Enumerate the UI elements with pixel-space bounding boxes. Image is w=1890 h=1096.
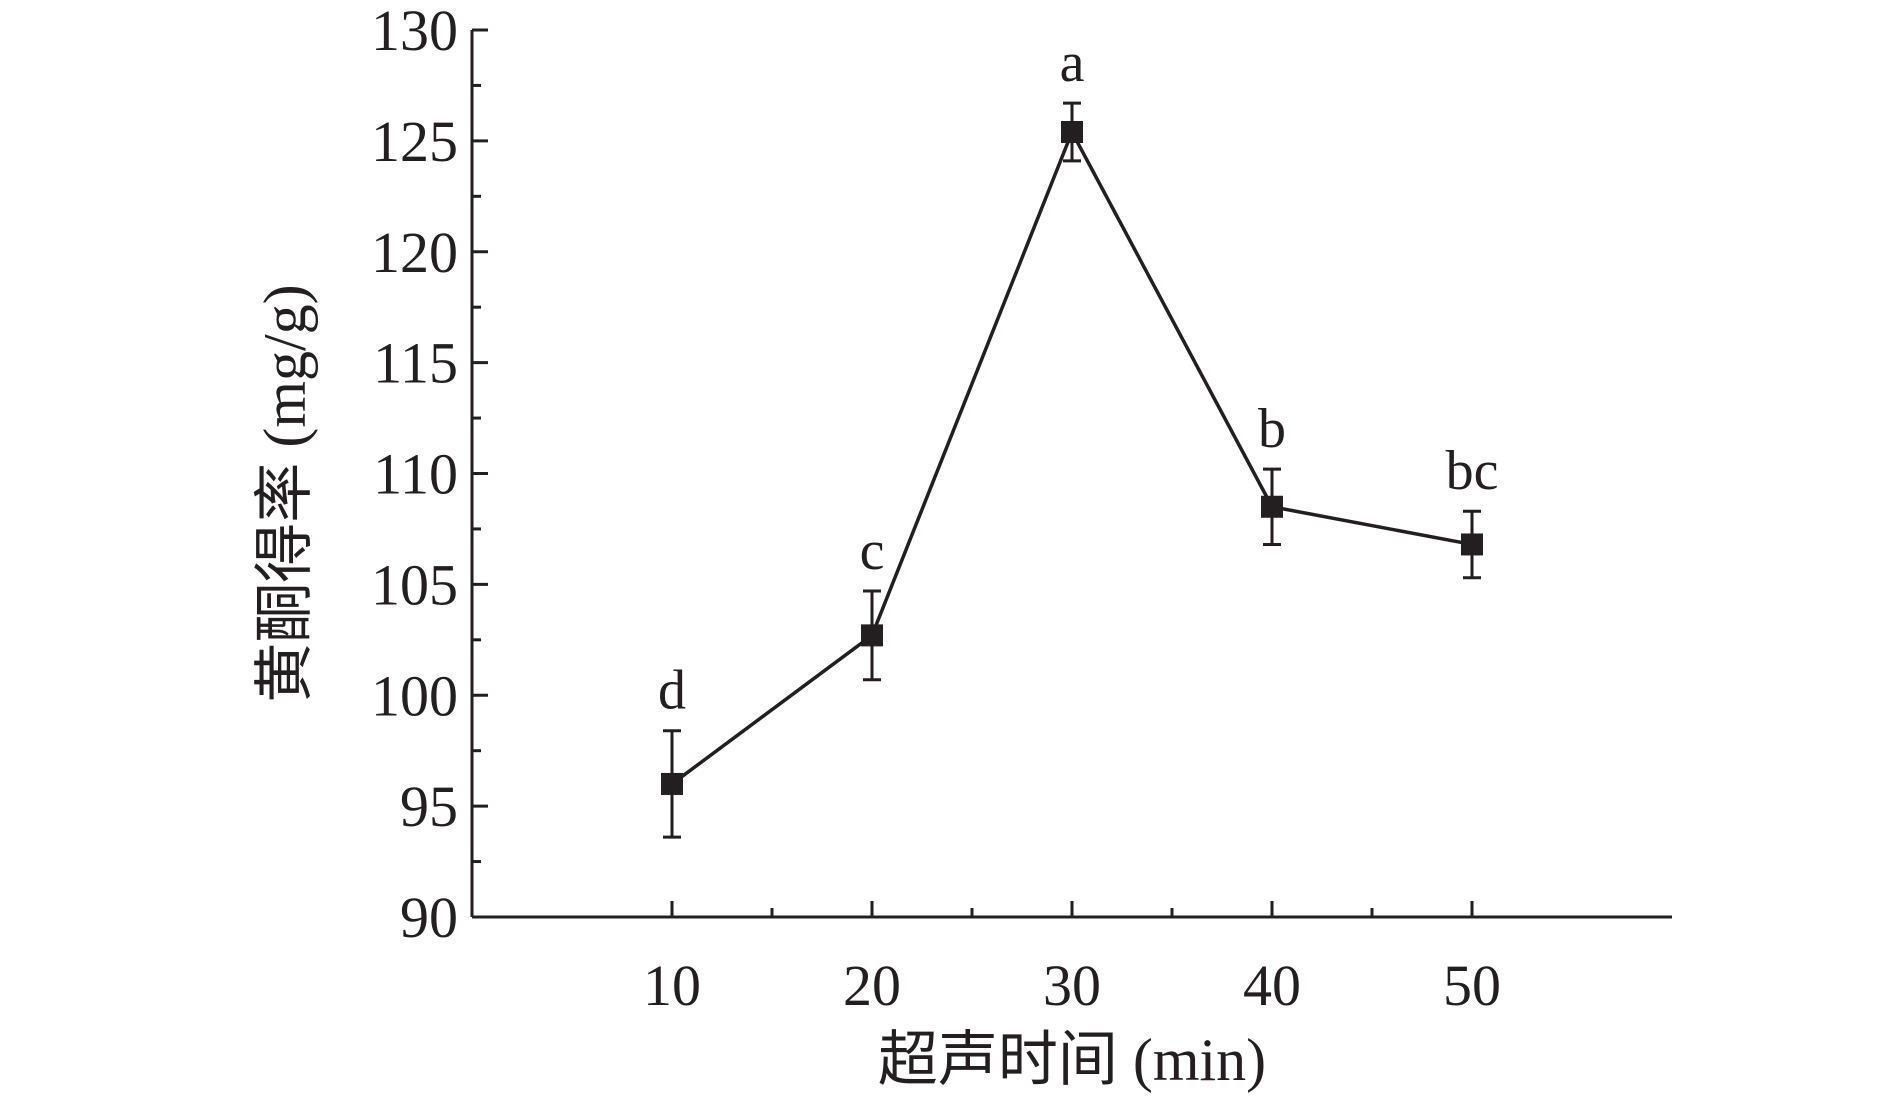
x-tick-label: 20 [843, 953, 901, 1018]
y-tick-label: 90 [400, 885, 458, 950]
significance-label: b [1258, 398, 1286, 460]
data-point [661, 772, 683, 795]
series-line [670, 127, 1473, 786]
series [661, 101, 1483, 839]
y-tick-label: 105 [371, 552, 458, 617]
data-point [1261, 495, 1283, 518]
significance-label: c [860, 520, 885, 582]
significance-label: bc [1446, 440, 1499, 502]
x-tick-label: 40 [1243, 953, 1301, 1018]
y-tick-label: 125 [371, 109, 458, 174]
data-point [861, 624, 883, 647]
y-tick-label: 100 [371, 663, 458, 728]
x-tick-label: 50 [1443, 953, 1501, 1018]
y-tick-label: 130 [371, 0, 458, 63]
y-ticks: 90 95 100 105 110 115 120 125 130 [371, 0, 488, 950]
x-tick-label: 30 [1043, 953, 1101, 1018]
y-tick-label: 115 [373, 331, 458, 396]
y-axis-title: 黄酮得率 (mg/g) [252, 284, 318, 702]
y-tick-label: 95 [400, 774, 458, 839]
x-axis-title: 超声时间 (min) [878, 1027, 1266, 1093]
significance-labels: d c a b bc [658, 32, 1498, 722]
data-point [1061, 121, 1083, 144]
x-ticks: 10 20 30 40 50 [643, 901, 1501, 1018]
data-point [1461, 533, 1483, 556]
significance-label: d [658, 660, 686, 722]
x-tick-label: 10 [643, 953, 701, 1018]
significance-label: a [1060, 32, 1085, 94]
y-tick-label: 110 [373, 442, 458, 507]
y-tick-label: 120 [371, 220, 458, 285]
